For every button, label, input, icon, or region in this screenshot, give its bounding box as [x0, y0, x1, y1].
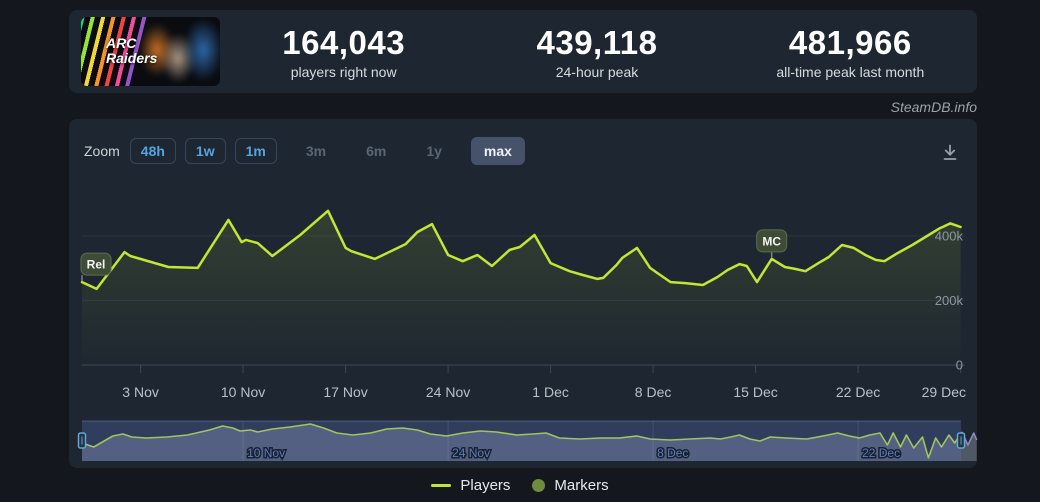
download-icon — [943, 144, 957, 160]
peak-24h-label: 24-hour peak — [555, 64, 639, 81]
game-title-line2: Raiders — [106, 49, 158, 66]
chart-panel: Zoom 48h 1w 1m 3m 6m 1y max — [69, 119, 977, 468]
game-title: ARC Raiders — [106, 36, 157, 65]
zoom-3m-button: 3m — [295, 138, 337, 165]
download-chart-button[interactable] — [938, 142, 962, 166]
capsule-creature-art — [183, 19, 220, 81]
stats-row: 164,043 players right now 439,118 24-hou… — [217, 10, 977, 93]
current-players-label: players right now — [290, 64, 397, 81]
zoom-48h-button[interactable]: 48h — [129, 137, 176, 165]
stat-alltime-peak: 481,966 all-time peak last month — [724, 10, 977, 93]
zoom-1w-button[interactable]: 1w — [184, 137, 226, 165]
legend-players-label: Players — [460, 477, 511, 494]
zoom-controls: Zoom 48h 1w 1m 3m 6m 1y max — [84, 136, 962, 166]
chart-legend: Players Markers — [0, 477, 1040, 494]
zoom-max-button[interactable]: max — [470, 136, 525, 166]
stat-current-players: 164,043 players right now — [217, 10, 470, 93]
alltime-peak-value: 481,966 — [788, 23, 912, 61]
game-stats-panel: ARC Raiders 164,043 players right now 43… — [69, 10, 977, 93]
zoom-label: Zoom — [84, 143, 120, 159]
steamdb-watermark-link[interactable]: SteamDB.info — [890, 99, 977, 115]
zoom-1m-button[interactable]: 1m — [234, 137, 277, 165]
peak-24h-value: 439,118 — [536, 23, 658, 61]
markers-dot-swatch — [532, 479, 546, 492]
alltime-peak-label: all-time peak last month — [776, 64, 925, 81]
zoom-1y-button: 1y — [415, 138, 453, 165]
legend-item-markers[interactable]: Markers — [532, 477, 609, 494]
zoom-6m-button: 6m — [355, 138, 397, 165]
stat-24h-peak: 439,118 24-hour peak — [470, 10, 723, 93]
game-capsule-image: ARC Raiders — [81, 17, 220, 86]
legend-item-players[interactable]: Players — [431, 477, 510, 494]
current-players-value: 164,043 — [282, 23, 406, 61]
legend-markers-label: Markers — [554, 477, 609, 494]
game-title-line1: ARC — [106, 35, 137, 51]
players-line-swatch — [431, 484, 452, 487]
